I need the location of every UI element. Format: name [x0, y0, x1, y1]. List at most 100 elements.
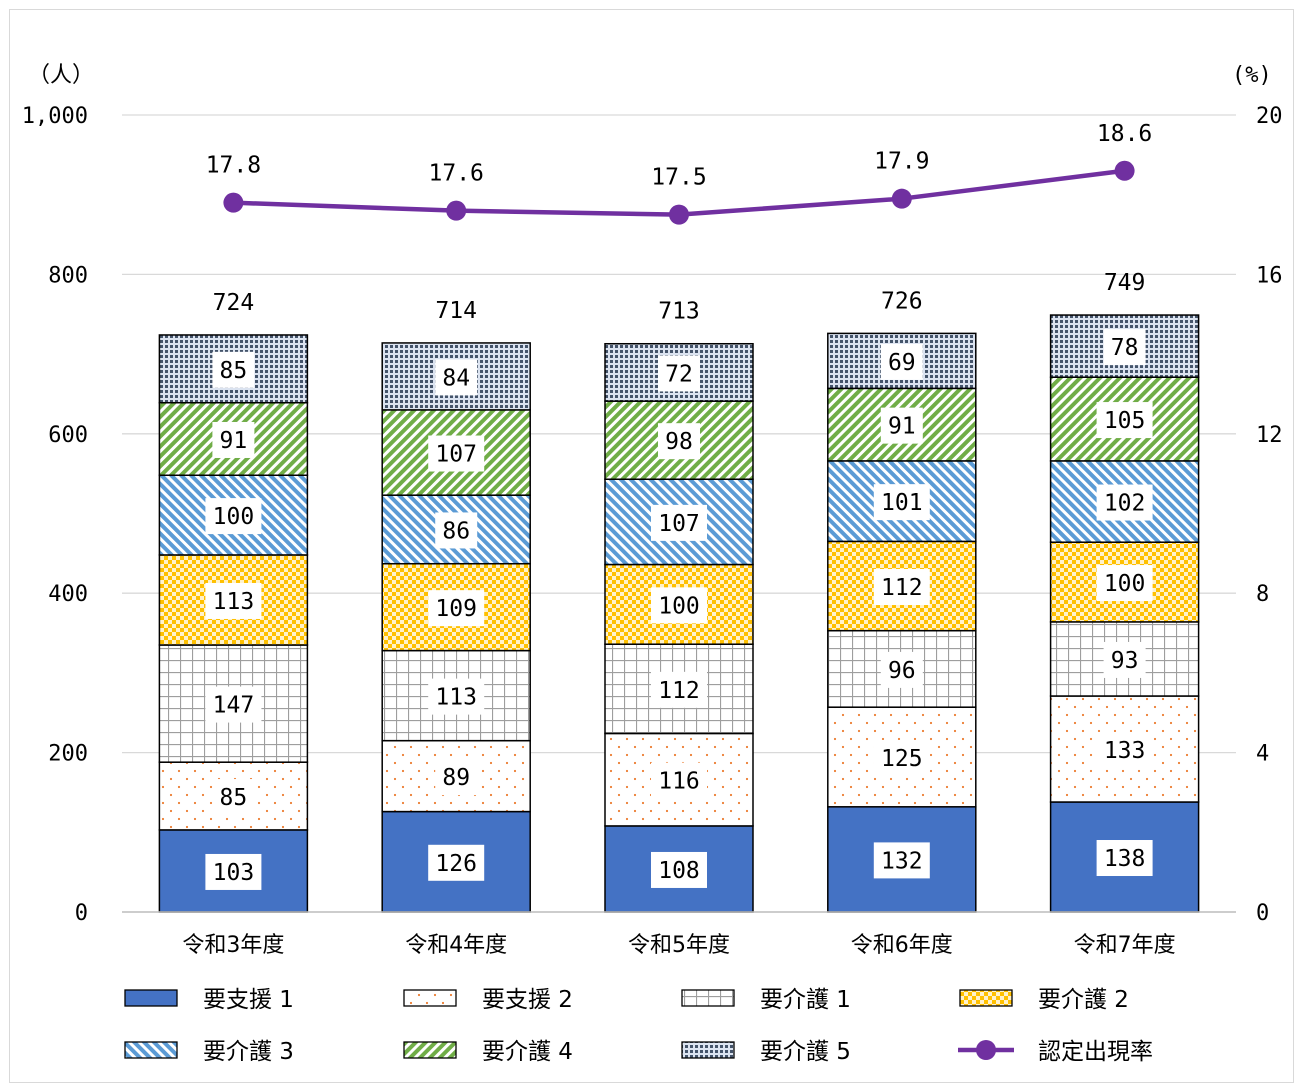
legend-swatch — [124, 1041, 178, 1059]
y-tick-label: 800 — [48, 263, 88, 288]
data-label-bg — [435, 759, 478, 796]
data-label-bg — [1096, 565, 1153, 602]
data-label-bg — [428, 678, 485, 715]
data-label-bg — [658, 355, 700, 392]
y2-tick-label: 8 — [1256, 582, 1269, 607]
y-tick-label: 400 — [48, 582, 88, 607]
data-label: 112 — [658, 678, 700, 704]
data-label-bg — [428, 844, 485, 881]
data-label-bg — [651, 504, 707, 541]
y2-tick-label: 20 — [1256, 104, 1283, 129]
data-label: 98 — [665, 429, 693, 455]
category-label: 令和5年度 — [628, 933, 730, 958]
data-label: 93 — [1111, 648, 1139, 674]
y2-tick-label: 0 — [1256, 901, 1269, 926]
bar-segment — [1049, 460, 1200, 543]
chart-frame — [9, 9, 1294, 1083]
data-label-bg — [428, 435, 485, 472]
data-label-bg — [1103, 329, 1146, 366]
legend-label: 要介護 4 — [482, 1039, 573, 1065]
rate-point — [1114, 160, 1135, 181]
data-label: 86 — [442, 518, 470, 544]
rate-point — [891, 188, 912, 209]
data-label-bg — [1096, 484, 1153, 521]
legend-swatch — [681, 989, 735, 1007]
data-label: 72 — [665, 361, 693, 387]
data-labels: 103 85 147 113 100 91 85 724 126 89 113 109 86 107 84 7… — [205, 270, 1153, 890]
data-label: 112 — [881, 575, 923, 601]
legend-label: 要介護 1 — [760, 987, 851, 1013]
data-label: 84 — [442, 365, 470, 391]
data-label: 69 — [888, 350, 916, 376]
total-label: 713 — [658, 299, 700, 325]
total-label: 714 — [435, 298, 477, 324]
rate-label: 17.6 — [429, 161, 484, 187]
data-label: 113 — [435, 685, 477, 711]
data-label: 107 — [658, 511, 700, 537]
data-label: 85 — [220, 785, 248, 811]
data-label: 85 — [220, 358, 248, 384]
data-label-bg — [435, 359, 478, 396]
data-label: 91 — [220, 428, 248, 454]
data-label-bg — [1096, 402, 1153, 439]
data-label-bg — [212, 351, 255, 388]
total-label: 724 — [213, 290, 255, 316]
rate-line: 17.8 17.6 17.5 17.9 18.6 — [206, 121, 1152, 225]
data-label-bg — [212, 779, 255, 816]
legend-swatch — [403, 989, 457, 1007]
legend-label: 要支援 2 — [482, 987, 573, 1013]
data-label: 91 — [888, 414, 916, 440]
legend-label: 要介護 2 — [1038, 987, 1129, 1013]
data-label-bg — [435, 512, 478, 549]
legend-label: 要支援 1 — [203, 987, 294, 1013]
data-label-bg — [205, 582, 262, 619]
y-tick-label: 1,000 — [22, 104, 88, 129]
legend-label: 認定出現率 — [1038, 1039, 1153, 1065]
data-label-bg — [212, 421, 255, 458]
data-label-bg — [205, 853, 262, 890]
data-label: 147 — [213, 693, 255, 719]
y-tick-label: 0 — [75, 901, 88, 926]
legend: 要支援 1 要支援 2 要介護 1 要介護 2 要介護 3 要介護 4 要介護 5 認定出現率 — [124, 987, 1153, 1065]
data-label: 108 — [658, 858, 700, 884]
data-label: 89 — [442, 765, 470, 791]
legend-label: 要介護 5 — [760, 1039, 851, 1065]
bar-segment — [1049, 621, 1200, 697]
data-label-bg — [873, 842, 930, 879]
data-label-bg — [651, 587, 707, 624]
legend-swatch — [403, 1041, 457, 1059]
data-label: 100 — [658, 593, 700, 619]
rate-point — [446, 200, 467, 221]
category-label: 令和7年度 — [1074, 933, 1176, 958]
data-label-bg — [873, 569, 930, 606]
data-label-bg — [658, 423, 700, 460]
data-label: 138 — [1104, 846, 1146, 872]
data-label-bg — [1103, 641, 1146, 678]
legend-swatch — [959, 989, 1013, 1007]
rate-point — [669, 204, 689, 225]
data-label: 101 — [881, 490, 923, 516]
y2-tick-label: 4 — [1256, 742, 1269, 767]
rate-label: 17.9 — [874, 149, 929, 175]
data-label-bg — [880, 651, 923, 688]
data-label: 96 — [888, 658, 916, 684]
data-label-bg — [428, 590, 485, 627]
data-label-bg — [880, 343, 923, 380]
total-label: 726 — [881, 288, 923, 314]
legend-marker — [976, 1040, 996, 1060]
data-label: 100 — [1104, 571, 1146, 597]
y-tick-label: 200 — [48, 742, 88, 767]
rate-point — [223, 192, 244, 213]
category-label: 令和3年度 — [182, 933, 284, 958]
data-label: 133 — [1104, 738, 1146, 764]
data-label: 78 — [1111, 335, 1139, 361]
data-label: 100 — [213, 504, 255, 530]
data-label-bg — [205, 686, 262, 723]
data-label: 102 — [1104, 491, 1146, 517]
bars — [158, 314, 1200, 913]
data-label: 113 — [213, 589, 255, 615]
y2-tick-label: 12 — [1256, 423, 1283, 448]
data-label-bg — [1096, 840, 1153, 877]
data-label-bg — [651, 851, 707, 888]
data-label-bg — [205, 498, 262, 535]
